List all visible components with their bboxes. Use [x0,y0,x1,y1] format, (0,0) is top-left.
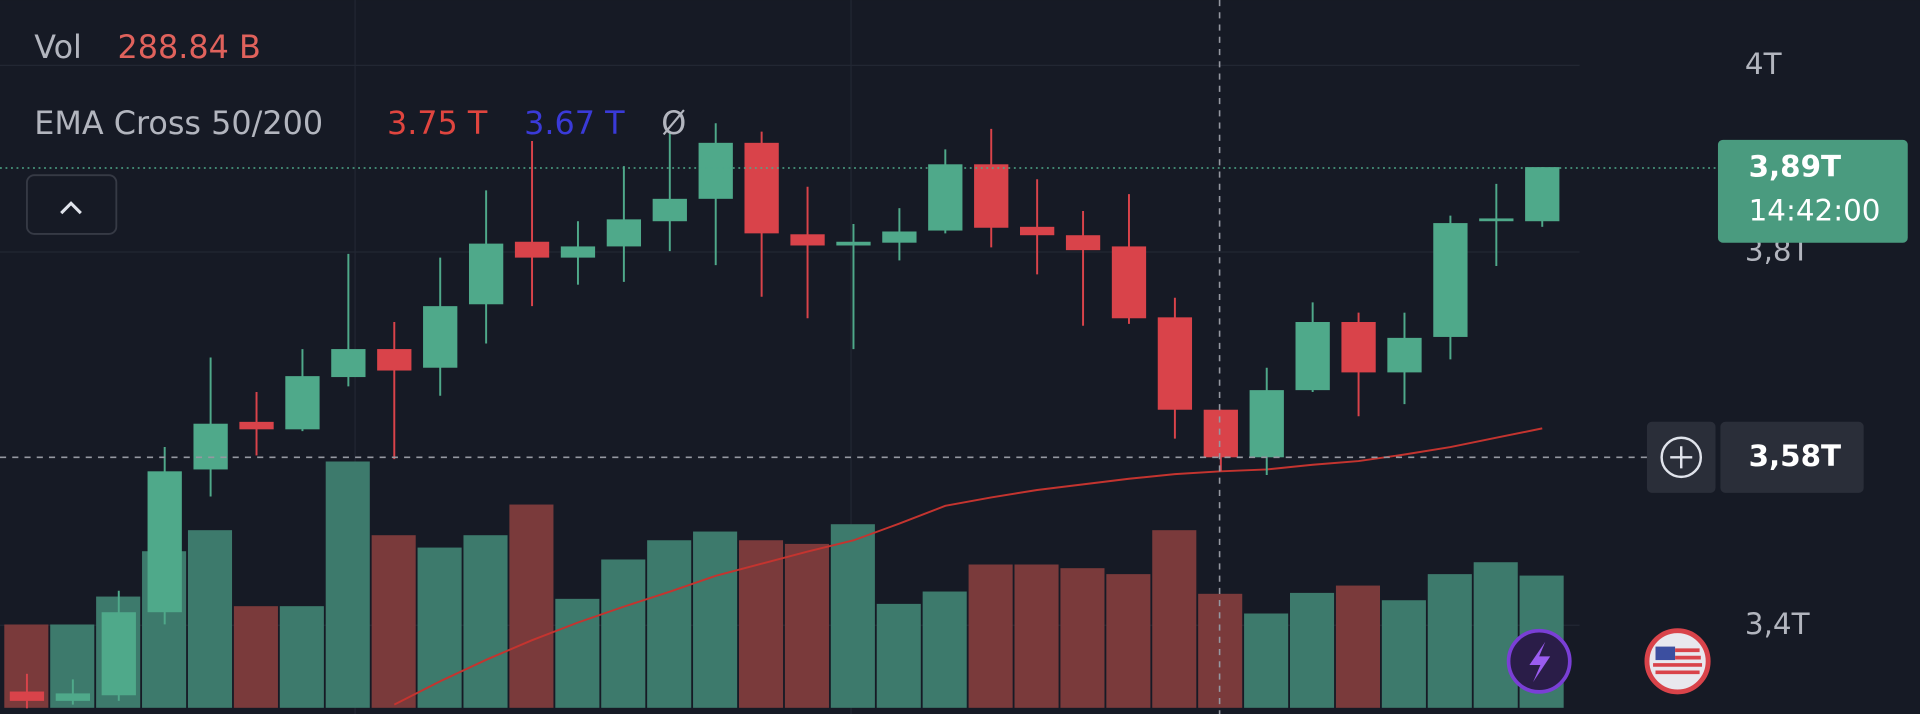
volume-bar [784,543,829,708]
candle-body [1295,322,1330,391]
last-price-label: 3,89T [1749,150,1842,184]
volume-pane [4,461,1564,708]
candle-body [790,234,825,246]
volume-bar [371,535,416,708]
candle-body [744,142,779,234]
volume-bar [876,603,921,708]
candle-body [101,612,136,696]
candle-body [55,693,90,701]
volume-bar [1290,592,1335,708]
crosshair-price-box [1720,421,1864,493]
candle-body [239,421,274,430]
y-tick-label: 4T [1745,47,1783,81]
candle-body [882,231,917,243]
candle-body [1387,337,1422,373]
volume-bar [1473,562,1518,708]
candle-body [1157,317,1193,410]
candle-body [1065,235,1101,251]
volume-bar [1244,613,1289,708]
candle-body [1479,218,1514,222]
candle-body [1249,390,1284,458]
candle-body [974,164,1009,228]
candle-body [468,243,504,305]
volume-bar [1335,585,1380,708]
last-price-box [1717,139,1908,243]
volume-bar [555,598,600,708]
volume-bar [1060,568,1105,708]
candle-body [377,349,412,371]
candle-body [1433,223,1468,337]
volume-bar [1014,564,1059,708]
flag-canton [1655,646,1676,661]
y-tick-label: 3,4T [1745,607,1811,641]
volume-bar [830,524,875,708]
candle-body [285,376,320,430]
volume-bar [1381,600,1426,708]
volume-bar [693,531,738,708]
legend-ema-extra: Ø [661,104,686,142]
candle-body [698,142,733,199]
volume-bar [968,564,1013,708]
volume-bar [187,530,233,708]
volume-bar [279,606,324,708]
candle-body [1525,167,1560,222]
volume-bar [509,504,554,708]
candle-body [423,306,458,368]
volume-bar [601,559,646,708]
candle-body [331,349,366,378]
volume-bar [463,535,508,708]
collapse-icon [60,201,82,215]
ema-line [393,427,1543,706]
candle-body [1341,322,1376,373]
volume-bar [922,591,967,708]
legend-ema-name: EMA Cross 50/200 [34,104,323,142]
lightning-icon [1529,641,1551,683]
candle-body [9,691,45,701]
candle-body [1111,246,1147,319]
legend-volume-name: Vol [34,28,82,66]
add-icon-plus [1670,446,1693,469]
ema-lines [393,427,1543,706]
flag-button[interactable] [1644,628,1711,695]
candle-body [514,241,550,258]
volume-bar [1152,530,1197,708]
legend-ema-fast: 3.75 T [387,104,488,142]
candle-body [1203,409,1238,458]
flag-stripes [1653,648,1703,675]
crosshair-price-label: 3,58T [1749,439,1842,473]
volume-bar [325,461,370,708]
candle-body [652,198,687,222]
add-icon [1660,436,1703,479]
volume-bar [738,540,784,708]
candle-body [560,246,596,258]
candle-body [836,241,871,246]
legend-volume-value: 288.84 B [118,28,261,66]
volume-bar [1427,574,1472,708]
candles [9,123,1560,709]
candle-body [147,471,182,613]
last-price-time: 14:42:00 [1749,194,1881,228]
candle-body [1020,226,1055,236]
volume-bar [233,606,278,708]
candle-body [193,423,228,470]
volume-bar [1106,574,1151,708]
candle-body [928,164,963,231]
volume-bar [647,540,692,708]
volume-bar [417,547,462,708]
legend-ema-slow: 3.67 T [524,104,625,142]
candle-body [606,219,642,247]
